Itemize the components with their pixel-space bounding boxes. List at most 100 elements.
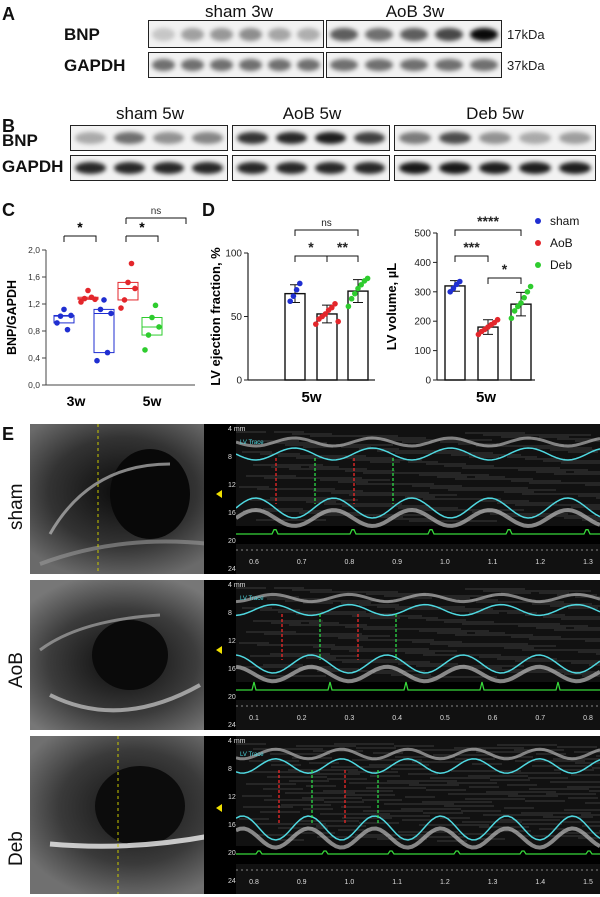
- y-tick-label: 0,0: [28, 380, 40, 390]
- size-marker-17kda: 17kDa: [507, 27, 545, 42]
- mmode-sham-time-label: 1.0: [440, 559, 450, 566]
- mmode-aob-time-label: 0.6: [488, 715, 498, 722]
- mmode-deb-anterior-wall: [236, 747, 600, 761]
- mmode-sham-anterior-wall: [236, 436, 600, 448]
- echo-mmode-deb: LV Trace 0.8 0.9 1.0 1.1 1.2 1.3 1.4 1.5: [236, 736, 600, 894]
- mmode-sham-ecg: [236, 529, 600, 535]
- sig-bracket: [63, 235, 97, 242]
- y-tick-label: 0,4: [28, 353, 40, 363]
- echo-bmode-aob: [30, 580, 236, 730]
- panel-letter-c: C: [2, 200, 15, 220]
- mmode-aob-time-label: 0.5: [440, 715, 450, 722]
- depth-tick-label: 24: [228, 566, 236, 573]
- legend-item-deb: Deb: [535, 254, 600, 276]
- gapdh-5w-aob-band: [353, 162, 386, 174]
- bar-AoB: [316, 313, 338, 381]
- chart-bnp-gapdh: 0,0 0,4 0,8 1,2 1,6 2,0 BNP/GAPDH 3w 5w * * ns: [5, 206, 195, 409]
- legend-dot-sham: [535, 218, 541, 224]
- depth-tick-label: 12: [228, 794, 236, 801]
- data-point: [322, 311, 329, 317]
- panel-b-gapdh-blot-deb: [394, 155, 596, 181]
- gapdh-3w-aob-band: [400, 59, 428, 71]
- mmode-aob-time-label: 0.4: [392, 715, 402, 722]
- data-point: [94, 357, 100, 364]
- bnp-3w-sham-band: [296, 27, 321, 41]
- mmode-sham-lv-trace-bottom: [236, 497, 600, 519]
- bnp-3w-sham-band: [267, 27, 292, 41]
- legend-dot-deb: [535, 262, 541, 268]
- x-label: 5w: [301, 389, 321, 406]
- panel-b-group-aob: AoB 5w: [282, 104, 342, 123]
- y-tick-label: 0: [425, 376, 431, 387]
- mmode-aob-ecg-bg: [236, 682, 600, 700]
- mmode-aob-time-label: 0.8: [583, 715, 593, 722]
- mmode-aob-time-label: 0.3: [345, 715, 355, 722]
- bnp-5w-sham-band: [113, 132, 146, 144]
- data-point: [297, 280, 303, 287]
- panel-a-gapdh-blot-aob: [326, 52, 502, 78]
- data-point: [290, 293, 297, 299]
- mmode-deb-time-label: 1.3: [488, 879, 498, 886]
- data-point: [521, 294, 527, 301]
- data-point: [527, 283, 534, 290]
- data-point: [128, 260, 135, 267]
- data-point: [81, 295, 88, 302]
- panel-b-gapdh-label: GAPDH: [2, 157, 64, 176]
- mmode-aob-ecg: [236, 681, 600, 691]
- data-point: [78, 299, 84, 305]
- gapdh-3w-sham-band: [209, 59, 234, 71]
- gapdh-5w-sham-band: [113, 162, 146, 174]
- mmode-aob-measure-title: LV Trace: [240, 596, 264, 602]
- legend-item-aob: AoB: [535, 232, 600, 254]
- gapdh-5w-sham-band: [191, 162, 224, 174]
- mmode-deb-time-label: 1.1: [392, 879, 402, 886]
- sig-label: *: [308, 239, 314, 255]
- y-tick-label: 500: [414, 229, 431, 240]
- mmode-deb-lv-trace-bottom: [236, 815, 600, 841]
- bnp-3w-aob-band: [434, 27, 463, 41]
- size-marker-37kda: 37kDa: [507, 58, 545, 73]
- bnp-5w-aob-band: [314, 132, 347, 144]
- mmode-sham-time-label: 0.6: [249, 559, 259, 566]
- bnp-5w-aob-band: [353, 132, 386, 144]
- mmode-sham-time-label: 0.7: [297, 559, 307, 566]
- gapdh-5w-aob-band: [314, 162, 347, 174]
- bnp-3w-aob-band: [469, 27, 498, 41]
- gapdh-3w-sham-band: [238, 59, 263, 71]
- bnp-3w-aob-band: [365, 27, 394, 41]
- data-point: [57, 313, 64, 319]
- box-2: [93, 308, 115, 354]
- mmode-aob-measure-box: [238, 592, 294, 662]
- panel-letter-b: B: [2, 116, 15, 136]
- bnp-5w-deb-band: [439, 132, 471, 144]
- sig-bracket: [294, 229, 359, 236]
- mmode-aob-time-label: 0.7: [535, 715, 545, 722]
- y-tick-label: 1,6: [28, 272, 40, 282]
- legend-label-sham: sham: [550, 214, 580, 228]
- data-point: [54, 320, 60, 326]
- y-tick-label: 50: [231, 312, 243, 323]
- mmode-deb-lv-trace-top: [236, 758, 600, 774]
- panel-a-bnp-blot-sham: [148, 20, 324, 48]
- data-point: [125, 279, 131, 286]
- data-point: [348, 295, 355, 302]
- sig-bracket: [125, 235, 159, 242]
- depth-tick-label: 20: [228, 850, 236, 857]
- legend: sham AoB Deb: [535, 210, 600, 276]
- data-point: [358, 281, 364, 288]
- mmode-sham-time-label: 1.3: [583, 559, 593, 566]
- data-point: [108, 310, 114, 317]
- legend-dot-aob: [535, 240, 541, 246]
- box-0: [53, 314, 75, 324]
- panel-b-gapdh-blot-aob: [232, 155, 390, 181]
- bnp-3w-sham-band: [209, 27, 234, 41]
- gapdh-3w-aob-band: [434, 59, 463, 71]
- mmode-aob-lv-trace-top: [236, 603, 600, 617]
- mmode-deb-time-label: 1.5: [583, 879, 593, 886]
- mmode-sham-time-label: 1.2: [535, 559, 545, 566]
- sig-label: ****: [477, 213, 499, 229]
- data-point: [68, 312, 74, 319]
- data-point: [142, 347, 148, 353]
- y-tick-label: 100: [414, 346, 431, 357]
